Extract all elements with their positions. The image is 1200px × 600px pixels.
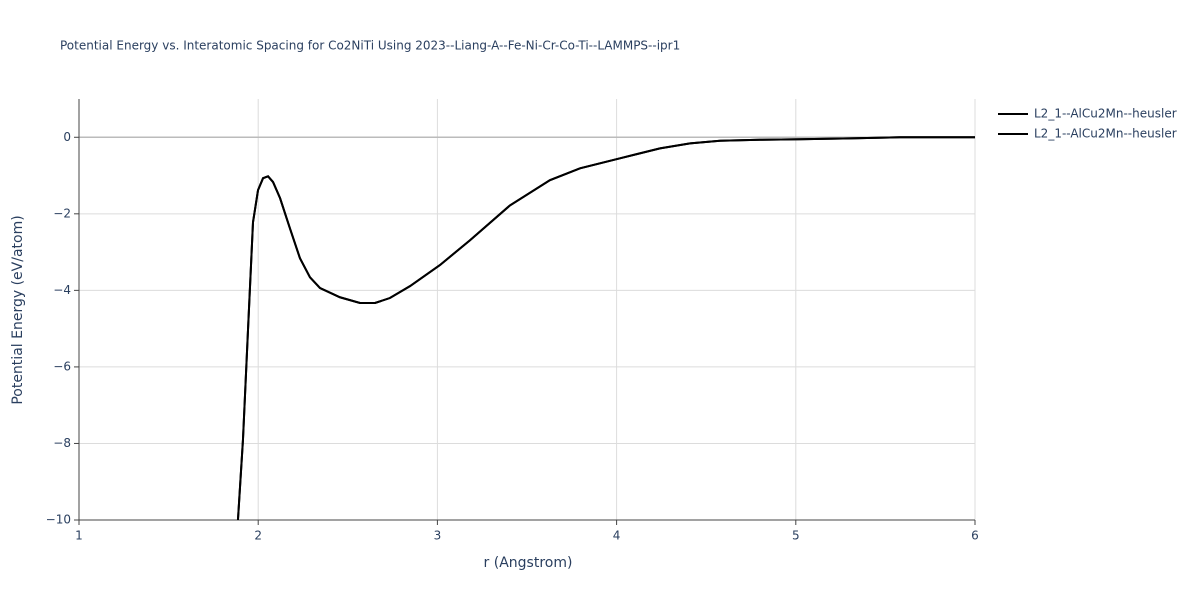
x-tick-label: 5 xyxy=(792,529,800,543)
series-line xyxy=(236,136,975,521)
legend-label: L2_1--AlCu2Mn--heusler xyxy=(1034,107,1177,121)
x-tick-label: 3 xyxy=(434,529,442,543)
chart-title: Potential Energy vs. Interatomic Spacing… xyxy=(60,39,680,53)
y-tick-label: −2 xyxy=(53,206,71,220)
y-tick-label: −10 xyxy=(46,513,71,527)
y-tick-label: −4 xyxy=(53,283,71,297)
y-axis-label: Potential Energy (eV/atom) xyxy=(10,215,26,404)
x-tick-label: 2 xyxy=(254,529,262,543)
x-tick-label: 4 xyxy=(613,529,621,543)
series-line xyxy=(236,136,975,521)
x-axis-label: r (Angstrom) xyxy=(484,555,573,571)
legend-label: L2_1--AlCu2Mn--heusler xyxy=(1034,127,1177,141)
y-tick-label: 0 xyxy=(63,130,71,144)
y-tick-label: −8 xyxy=(53,436,71,450)
x-tick-label: 1 xyxy=(75,529,83,543)
x-tick-label: 6 xyxy=(971,529,979,543)
y-tick-label: −6 xyxy=(53,359,71,373)
